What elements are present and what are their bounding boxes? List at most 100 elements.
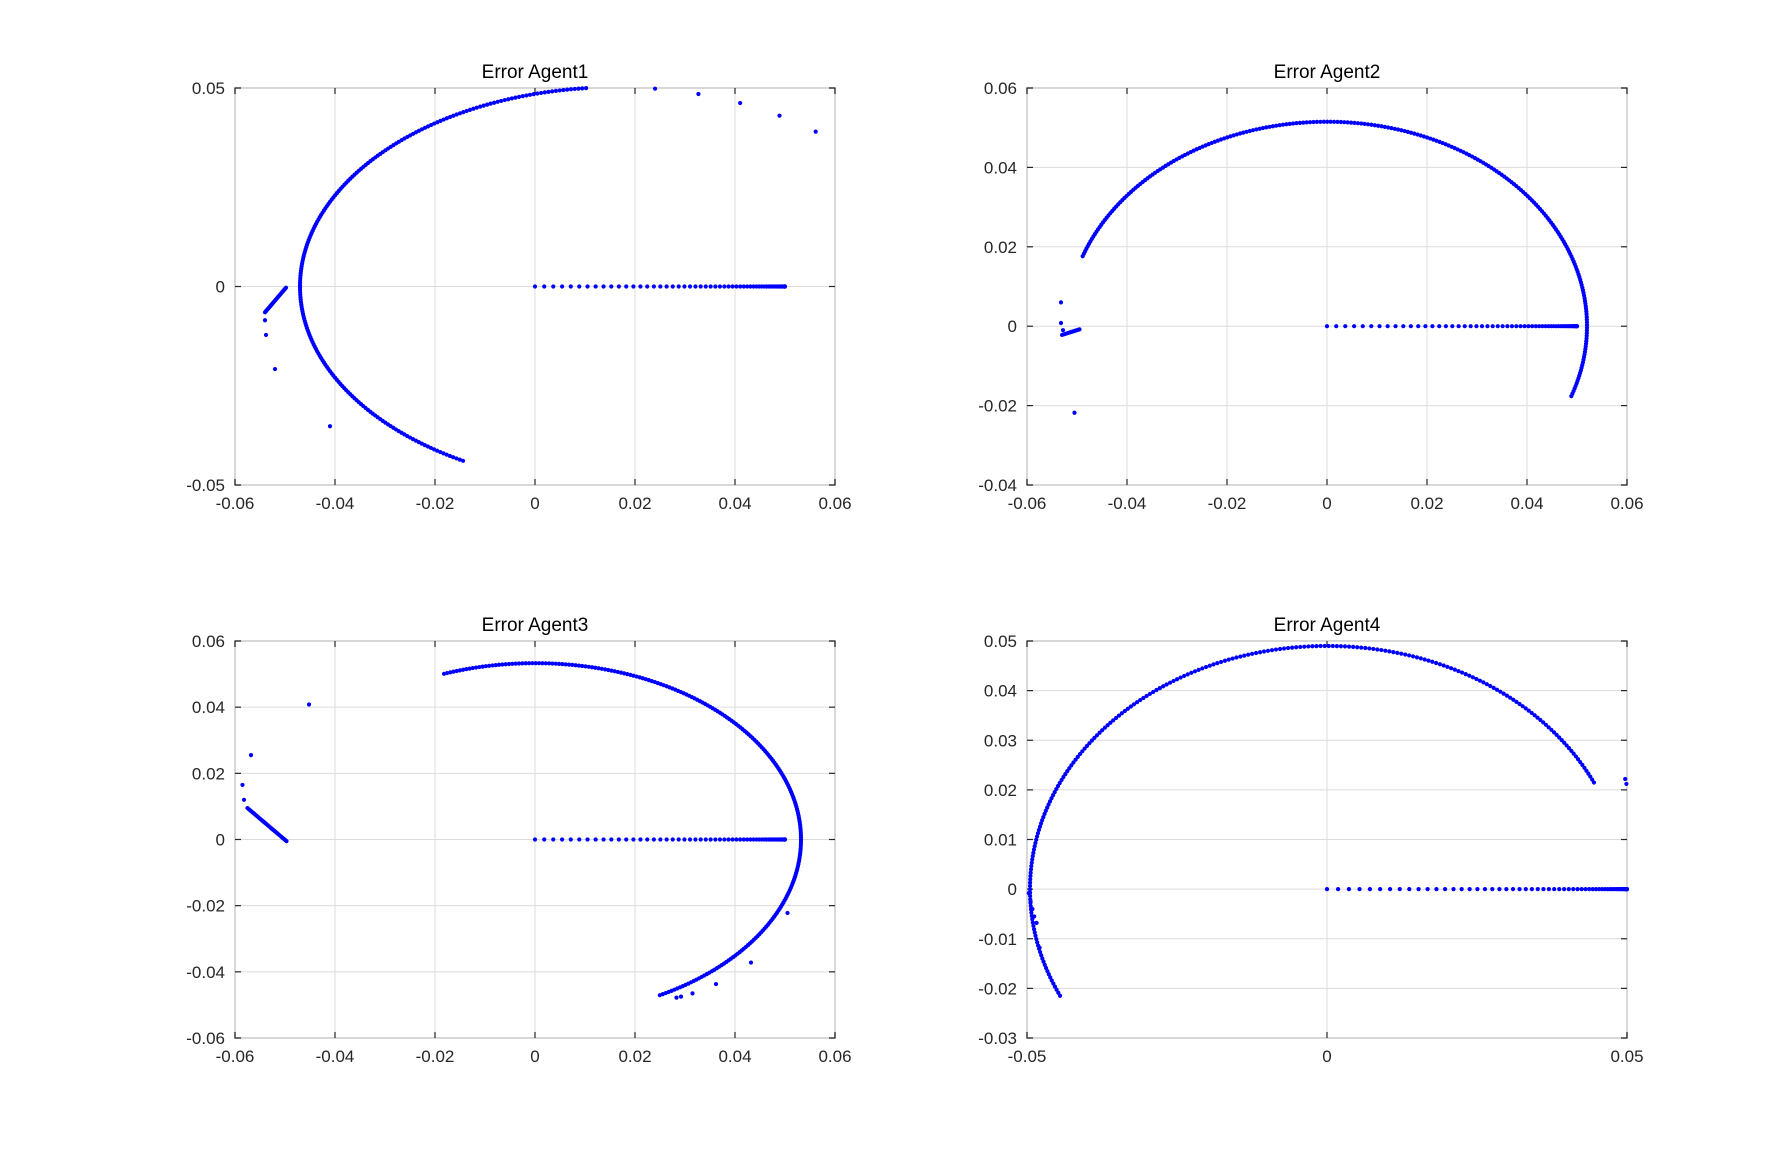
data-point [1294,121,1299,126]
data-point [1564,743,1569,748]
data-point [1575,757,1581,762]
data-point [1222,658,1228,663]
data-point [738,837,743,842]
y-tick-label: -0.02 [978,979,1017,998]
data-point [1028,873,1033,879]
data-point [1414,655,1420,660]
data-point [1535,715,1540,720]
data-point [1416,324,1421,329]
data-point [1285,645,1291,651]
data-point [441,451,446,456]
data-point [1377,324,1382,329]
data-point [1392,126,1397,131]
data-point [593,837,598,842]
data-point [1352,120,1357,125]
data-point [1189,670,1194,675]
data-point [1425,887,1430,892]
data-point [526,661,532,666]
data-point [1443,324,1448,329]
data-point [1246,652,1251,657]
data-point [1097,730,1102,735]
data-point [612,669,617,674]
data-point [1393,324,1398,329]
data-point [1331,119,1337,124]
data-point [1080,749,1085,754]
data-point [717,837,723,842]
data-point [1031,847,1037,852]
data-point [533,661,538,666]
data-point [527,92,533,97]
data-point [1526,324,1531,329]
data-point [1342,644,1348,649]
data-point [510,661,515,666]
data-points [1026,643,1630,998]
data-point [1462,324,1467,329]
data-point [1035,831,1041,836]
data-point [1277,123,1282,128]
x-tick-label: -0.05 [1008,1047,1047,1066]
data-point [553,661,558,666]
data-point [490,663,495,668]
data-point [1355,121,1360,126]
data-point [1583,887,1588,892]
data-point [1468,324,1473,329]
data-point [551,284,556,289]
data-point [1237,131,1243,136]
data-point [1326,643,1331,649]
data-point [1500,324,1505,329]
data-point [1290,645,1295,650]
data-point [563,662,568,667]
data-point [1566,887,1571,892]
data-point [1481,680,1486,685]
data-points [262,86,818,463]
data-point [262,318,268,323]
data-point [1035,940,1040,945]
data-point [1562,887,1567,892]
data-point [1032,844,1037,849]
data-point [1557,735,1562,740]
data-point [471,106,476,111]
y-tick-label: -0.01 [978,930,1017,949]
data-point [1308,120,1313,125]
data-point [1122,708,1127,714]
data-point [1131,702,1137,707]
panel-title: Error Agent1 [482,62,589,83]
x-tick-label: 0 [1322,494,1331,513]
data-point [551,837,556,842]
data-point [1028,877,1033,882]
data-point [678,994,684,999]
data-point [1402,128,1407,134]
data-point [1514,699,1519,704]
data-point [1459,670,1465,675]
data-point [1182,673,1187,679]
data-point [1623,776,1628,782]
data-point [1451,887,1456,892]
data-point [540,661,545,666]
data-point [560,662,565,667]
data-point [1034,834,1040,839]
data-point [1141,695,1146,701]
data-point [1250,128,1256,133]
data-point [1441,663,1446,668]
data-point [491,100,497,105]
data-point [616,837,621,842]
data-point [1538,717,1543,723]
data-point [1330,643,1335,649]
data-point [1456,324,1461,329]
data-point [1027,887,1033,892]
ticks: -0.06 -0.04 -0.02 0 0.02 0.04 0.06 -0.05 0 0.05 [186,79,851,513]
data-point [248,753,254,758]
data-point [1369,324,1374,329]
data-point [1080,254,1085,259]
data-point [708,837,713,842]
x-tick-label: 0.06 [818,1047,851,1066]
data-point [1058,300,1064,305]
data-point [1362,121,1367,127]
data-point [1371,646,1376,652]
data-point [583,86,589,91]
data-point [1119,711,1124,716]
data-point [546,661,552,666]
data-point [516,94,522,99]
data-point [1407,653,1412,658]
data-point [1040,956,1045,961]
